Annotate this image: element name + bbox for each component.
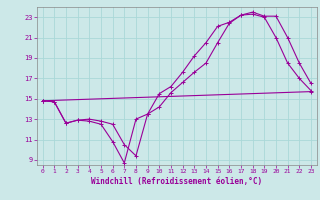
X-axis label: Windchill (Refroidissement éolien,°C): Windchill (Refroidissement éolien,°C): [91, 177, 262, 186]
